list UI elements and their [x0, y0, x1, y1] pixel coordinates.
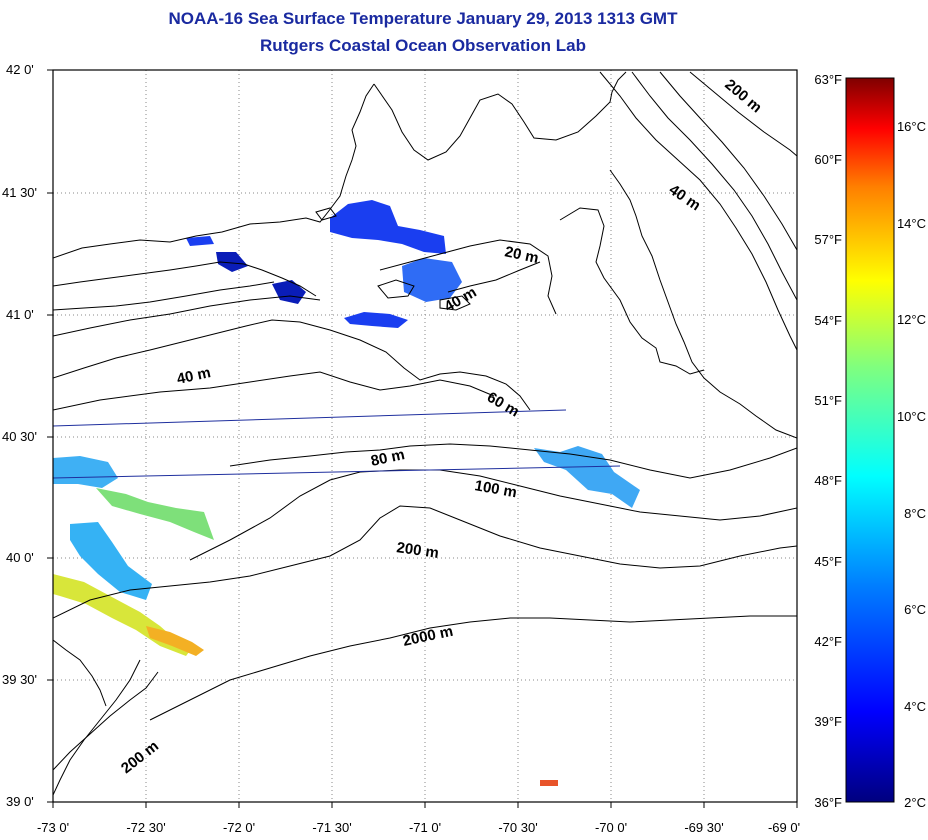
colorbar-c-label: 8°C: [904, 506, 926, 521]
colorbar-c-label: 14°C: [897, 216, 926, 231]
celsius-scale: 16°C 14°C 12°C 10°C 8°C 6°C 4°C 2°C: [897, 119, 926, 810]
contour-100m: [189, 469, 797, 561]
colorbar-f-label: 57°F: [814, 232, 842, 247]
bathymetry-contours: [53, 71, 797, 796]
lon-label: -71 30': [312, 820, 351, 835]
contour-shelf-sw: [53, 659, 141, 796]
coastline-ma: [373, 71, 627, 161]
lon-label: -69 30': [684, 820, 723, 835]
contour-label-200m-ne: 200 m: [721, 76, 765, 116]
lat-label: 42 0': [6, 62, 34, 77]
coastline-gom-islands: [609, 169, 797, 439]
contour-200m-sw: [53, 671, 159, 771]
sst-patch-li-sound-west: [186, 236, 214, 246]
sst-patch-shelf-west-c: [70, 522, 152, 600]
sst-patch-shelf-west-a: [53, 456, 118, 488]
fahrenheit-scale: 63°F 60°F 57°F 54°F 51°F 48°F 45°F 42°F …: [814, 72, 842, 810]
sst-pixel-warm: [540, 780, 558, 786]
coastline: [53, 71, 797, 707]
colorbar-c-label: 12°C: [897, 312, 926, 327]
sst-patch-li-sound-east: [272, 280, 306, 304]
contour-200m: [53, 505, 797, 619]
contour-80m: [229, 443, 797, 479]
satellite-track-1: [53, 409, 567, 427]
contour-20m: [379, 239, 557, 315]
contour-40m: [53, 319, 531, 411]
sst-patch-li-sound: [216, 252, 248, 272]
colorbar-gradient: [845, 77, 895, 803]
contour-label-200m-sw: 200 m: [118, 738, 162, 778]
contour-label-40m: 40 m: [175, 364, 212, 388]
colorbar-f-label: 60°F: [814, 152, 842, 167]
colorbar-f-label: 51°F: [814, 393, 842, 408]
lat-label: 39 0': [6, 794, 34, 809]
colorbar-f-label: 48°F: [814, 473, 842, 488]
contour-gom-2: [631, 71, 797, 301]
sst-patch-shelf-west-b: [96, 488, 214, 540]
contour-label-100m: 100 m: [473, 477, 518, 501]
lon-label: -70 30': [498, 820, 537, 835]
contour-2000m: [149, 615, 797, 721]
coastline-nj-shore: [53, 639, 107, 707]
sst-patch-warm: [146, 626, 204, 656]
contour-label-200m: 200 m: [395, 539, 439, 562]
colorbar-f-label: 39°F: [814, 714, 842, 729]
coastline-islands: [315, 207, 471, 311]
lat-label: 40 30': [2, 429, 37, 444]
lon-label: -69 0': [768, 820, 800, 835]
lat-label: 41 0': [6, 307, 34, 322]
sst-patch-buzzards: [402, 258, 462, 302]
graticule: [53, 70, 797, 802]
colorbar-c-label: 2°C: [904, 795, 926, 810]
coastline-long-island: [53, 261, 317, 297]
lat-label: 39 30': [2, 672, 37, 687]
colorbar-c-label: 16°C: [897, 119, 926, 134]
map-title: NOAA-16 Sea Surface Temperature January …: [168, 9, 678, 28]
sst-data-patches: [53, 200, 640, 786]
lon-label: -72 30': [126, 820, 165, 835]
colorbar-f-label: 54°F: [814, 313, 842, 328]
map-subtitle: Rutgers Coastal Ocean Observation Lab: [260, 36, 586, 55]
satellite-track-2: [53, 465, 621, 479]
lon-label: -70 0': [595, 820, 627, 835]
coastline-ct-ri: [53, 83, 375, 259]
colorbar-f-label: 45°F: [814, 554, 842, 569]
contour-gom-1: [599, 71, 797, 351]
contour-inner-shelf: [53, 295, 321, 337]
contour-gom-3: [659, 71, 797, 251]
contour-label-20m: 20 m: [503, 243, 540, 267]
colorbar-f-label: 36°F: [814, 795, 842, 810]
contour-label-80m: 80 m: [369, 446, 406, 470]
sst-patch-narragansett: [330, 200, 446, 254]
colorbar-c-label: 10°C: [897, 409, 926, 424]
contour-label-40m-gom: 40 m: [666, 181, 704, 214]
sst-patch-shelf-east: [534, 446, 640, 508]
lon-label: -73 0': [37, 820, 69, 835]
map-frame: [52, 69, 798, 803]
colorbar-c-label: 4°C: [904, 699, 926, 714]
latitude-labels: 42 0' 41 30' 41 0' 40 30' 40 0' 39 30' 3…: [2, 62, 37, 809]
sst-patch-south-shore: [344, 312, 408, 328]
coastline-cape-cod: [559, 207, 705, 375]
colorbar-f-label: 42°F: [814, 634, 842, 649]
contour-40m-ne: [447, 261, 541, 293]
temperature-colorbar: 63°F 60°F 57°F 54°F 51°F 48°F 45°F 42°F …: [814, 72, 926, 810]
coastline-li-south: [53, 281, 275, 311]
longitude-labels: -73 0' -72 30' -72 0' -71 30' -71 0' -70…: [37, 820, 800, 835]
contour-label-2000m: 2000 m: [401, 623, 454, 650]
axis-ticks: [47, 69, 798, 808]
lat-label: 40 0': [6, 550, 34, 565]
contour-60m: [53, 371, 495, 411]
colorbar-c-label: 6°C: [904, 602, 926, 617]
colorbar-f-label: 63°F: [814, 72, 842, 87]
lon-label: -72 0': [223, 820, 255, 835]
lat-label: 41 30': [2, 185, 37, 200]
lon-label: -71 0': [409, 820, 441, 835]
contour-gom-200m: [689, 71, 797, 157]
contour-labels: 20 m 40 m 40 m 40 m 60 m 80 m 100 m 200 …: [118, 76, 765, 777]
